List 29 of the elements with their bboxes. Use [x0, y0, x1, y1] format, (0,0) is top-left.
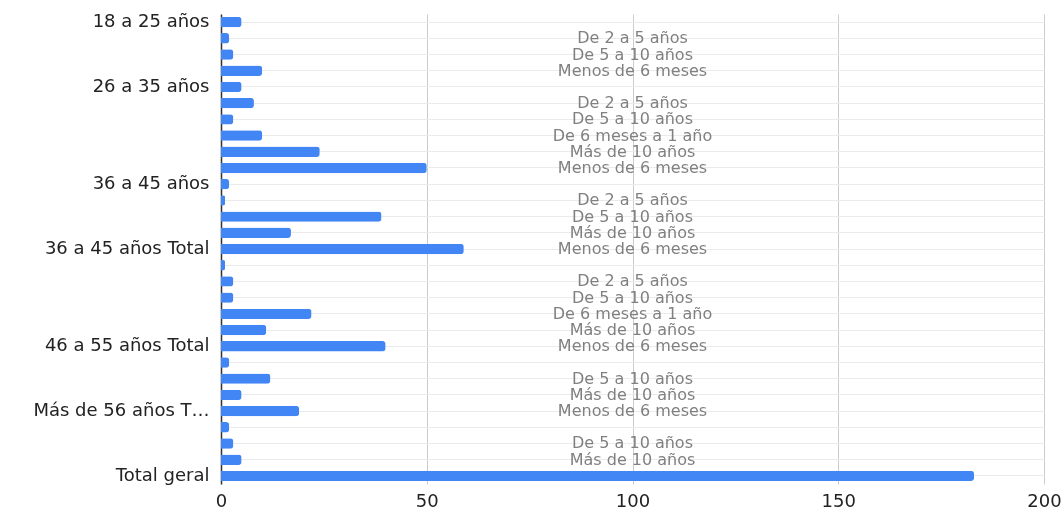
y2-tick-label: Menos de 6 meses — [557, 401, 708, 421]
bar — [221, 405, 300, 417]
bar — [221, 389, 242, 401]
bar — [221, 97, 254, 109]
bar — [221, 308, 312, 320]
bar — [221, 16, 242, 28]
y-tick-label: 46 a 55 años Total — [44, 334, 210, 356]
bar — [221, 454, 242, 465]
bar — [221, 470, 975, 482]
bar — [221, 341, 386, 352]
y-tick-label: Total geral — [114, 463, 210, 485]
bar — [221, 146, 320, 157]
y-tick-label: 26 a 35 años — [92, 74, 210, 96]
bar — [221, 65, 263, 76]
x-tick-label: 0 — [215, 489, 228, 511]
bar — [221, 81, 242, 93]
y-tick-label: 18 a 25 años — [92, 10, 210, 32]
y-tick-label: 36 a 45 años Total — [44, 237, 210, 258]
y-tick-label: 36 a 45 años — [92, 172, 210, 194]
bar — [221, 243, 464, 255]
y2-tick-label: Menos de 6 meses — [557, 239, 708, 258]
y-tick-label: Más de 56 años T… — [33, 399, 210, 421]
x-tick-label: 100 — [615, 489, 651, 511]
bar — [221, 324, 267, 336]
x-tick-label: 50 — [415, 489, 439, 511]
x-tick-label: 200 — [1027, 489, 1062, 511]
bar — [221, 162, 427, 174]
bar — [221, 227, 291, 238]
x-tick-label: 150 — [821, 489, 856, 511]
